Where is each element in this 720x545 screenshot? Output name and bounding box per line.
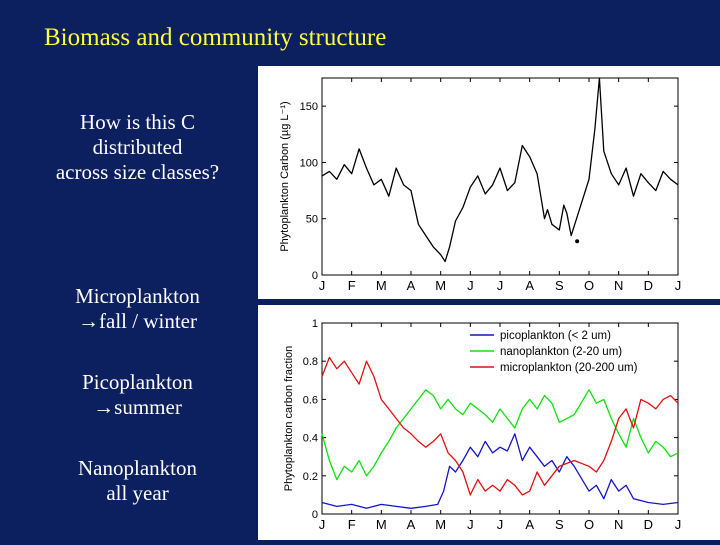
x-tick-label: F (348, 278, 356, 293)
series-line (321, 389, 679, 481)
question-line-2: distributed (92, 135, 183, 159)
note-picoplankton: Picoplankton →summer (20, 370, 255, 420)
note-detail-line: →fall / winter (20, 309, 255, 334)
x-tick-label: D (644, 517, 653, 532)
y-tick-label: 50 (306, 214, 318, 226)
series-line (321, 433, 679, 509)
x-tick-label: A (525, 278, 534, 293)
y-tick-label: 1 (312, 318, 318, 330)
x-tick-label: D (644, 278, 653, 293)
x-tick-label: A (407, 278, 416, 293)
x-tick-label: J (319, 278, 326, 293)
legend-label: nanoplankton (2-20 um) (500, 346, 622, 358)
x-tick-label: S (555, 517, 564, 532)
note-label: Nanoplankton (78, 456, 197, 480)
y-tick-label: 150 (300, 101, 318, 113)
note-detail: fall / winter (99, 309, 197, 333)
note-detail: summer (114, 395, 182, 419)
note-nanoplankton: Nanoplankton all year (20, 456, 255, 506)
x-tick-label: O (584, 278, 594, 293)
x-tick-label: F (348, 517, 356, 532)
series-line (321, 77, 679, 263)
legend-label: microplankton (20-200 um) (500, 362, 638, 374)
x-tick-label: M (376, 278, 387, 293)
x-tick-label: J (497, 278, 504, 293)
slide-title: Biomass and community structure (44, 24, 387, 51)
y-tick-label: 0.4 (303, 433, 318, 445)
x-tick-label: J (675, 517, 682, 532)
legend-label: picoplankton (< 2 um) (500, 330, 611, 342)
y-tick-label: 0 (312, 509, 318, 521)
note-microplankton: Microplankton →fall / winter (20, 284, 255, 334)
question-text: How is this C distributed across size cl… (20, 110, 255, 185)
x-tick-label: J (675, 278, 682, 293)
x-tick-label: N (614, 278, 623, 293)
note-label: Microplankton (75, 284, 200, 308)
biomass-chart-panel: 0 50 100 150 J F M A M J J A S O N D J Phytoplankton Carb… (258, 66, 720, 299)
y-tick-label: 100 (300, 157, 318, 169)
plot-frame (321, 77, 679, 276)
y-tick-label: 0.6 (303, 394, 318, 406)
x-tick-label: J (467, 517, 474, 532)
x-tick-label: N (614, 517, 623, 532)
x-tick-label: M (435, 517, 446, 532)
note-detail: all year (106, 481, 169, 505)
x-tick-label: M (376, 517, 387, 532)
x-tick-label: J (319, 517, 326, 532)
question-line-1: How is this C (80, 110, 195, 134)
y-tick-label: 0.8 (303, 356, 318, 368)
x-tick-label: A (407, 517, 416, 532)
series-line (321, 356, 679, 496)
y-tick-label: 0 (312, 270, 318, 282)
x-tick-label: O (584, 517, 594, 532)
y-axis-label: Phytoplankton Carbon (µg L⁻¹) (279, 101, 291, 251)
arrow-icon: → (93, 395, 115, 419)
fraction-chart-panel: 0 0.2 0.4 0.6 0.8 1 J F M A M J J A S O N D J Phytoplankton… (258, 305, 720, 540)
x-tick-label: J (467, 278, 474, 293)
note-label: Picoplankton (82, 370, 193, 394)
y-tick-label: 0.2 (303, 471, 318, 483)
x-tick-label: S (555, 278, 564, 293)
arrow-icon: → (78, 309, 100, 333)
fraction-chart: 0 0.2 0.4 0.6 0.8 1 J F M A M J J A S O N D J Phytoplankton… (283, 318, 682, 532)
x-tick-label: J (497, 517, 504, 532)
x-tick-label: M (435, 278, 446, 293)
biomass-chart: 0 50 100 150 J F M A M J J A S O N D J Phytoplankton Carb… (279, 77, 682, 293)
annotation-dot (575, 239, 580, 244)
note-detail-line: →summer (20, 395, 255, 420)
y-axis-label: Phytoplankton carbon fraction (283, 346, 295, 492)
x-tick-label: A (525, 517, 534, 532)
question-line-3: across size classes? (55, 160, 220, 184)
